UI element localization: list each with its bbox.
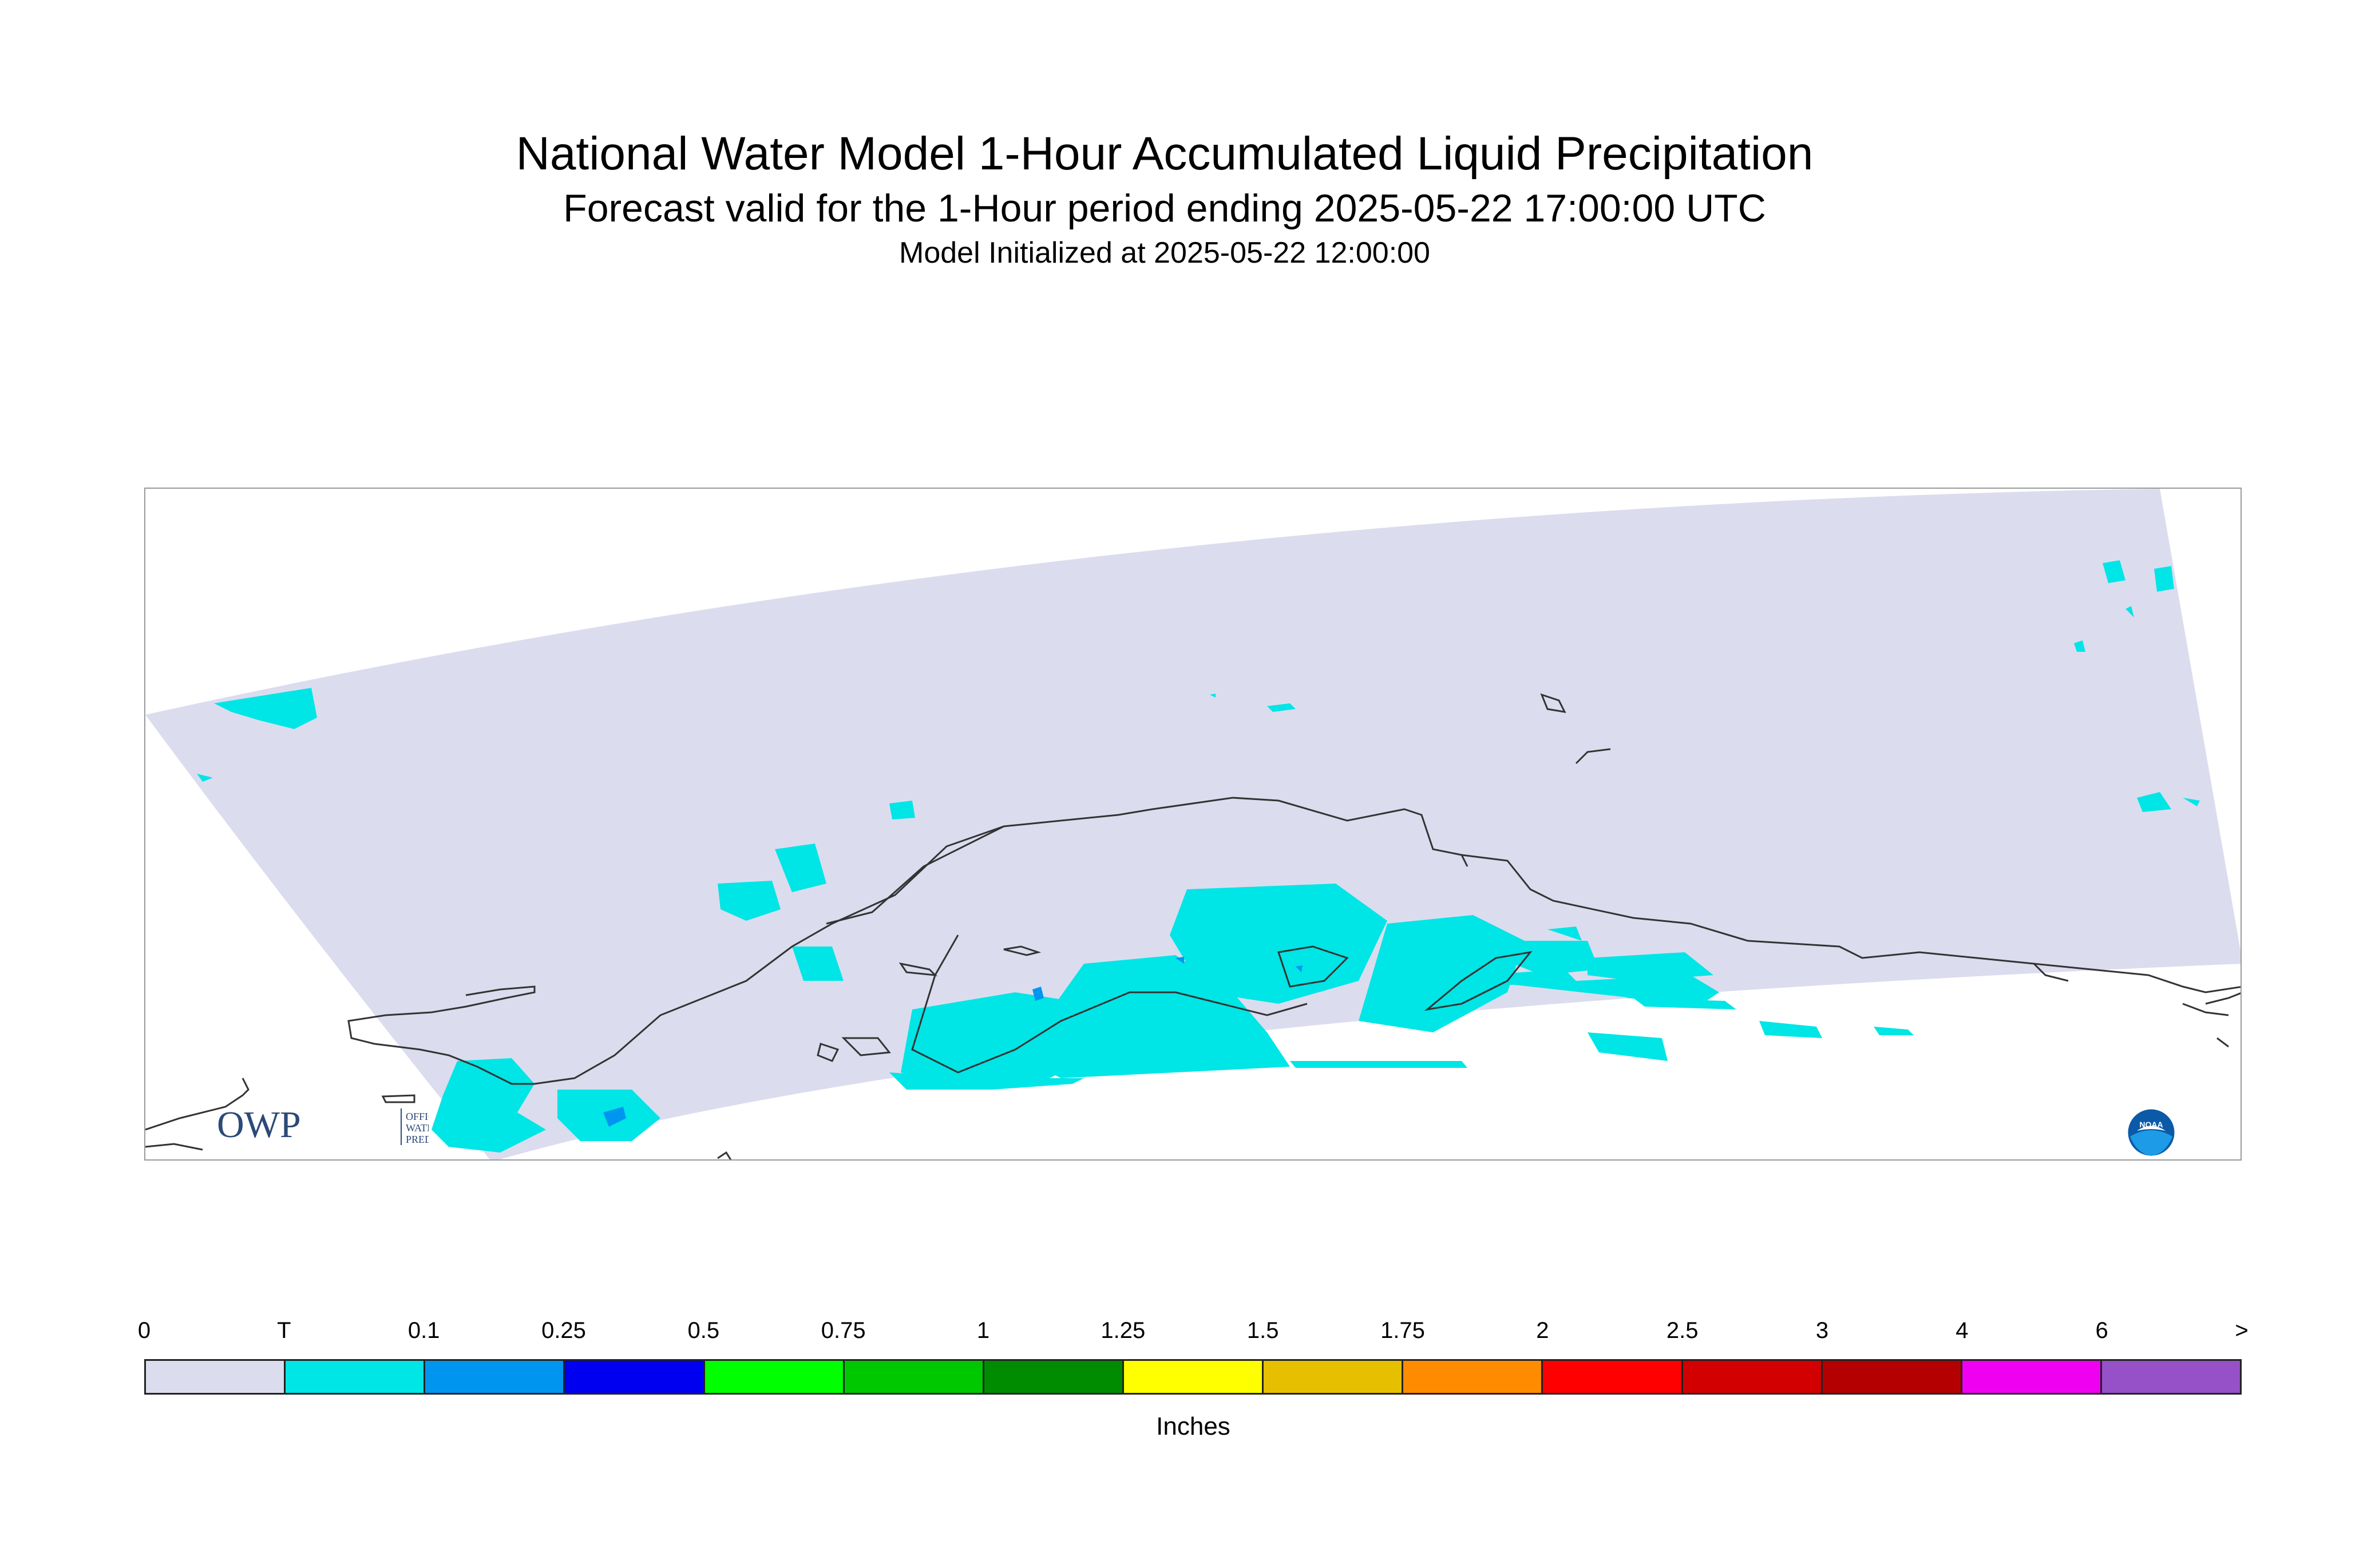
coastlines xyxy=(145,693,2241,1159)
map-title: National Water Model 1-Hour Accumulated … xyxy=(516,128,1814,180)
colorbar-bin-9 xyxy=(1403,1361,1543,1393)
colorbar-bin-14 xyxy=(2101,1361,2241,1393)
colorbar-bin-13 xyxy=(1962,1361,2102,1393)
colorbar-tick-label: > xyxy=(2235,1318,2249,1343)
svg-text:OFFICE OF: OFFICE OF xyxy=(406,1111,429,1122)
colorbar-bin-6 xyxy=(984,1361,1124,1393)
colorbar-bin-11 xyxy=(1683,1361,1823,1393)
colorbar-bin-8 xyxy=(1264,1361,1404,1393)
colorbar-bin-4 xyxy=(704,1361,845,1393)
colorbar-bin-12 xyxy=(1822,1361,1962,1393)
colorbar-tick-label: 2 xyxy=(1536,1318,1549,1343)
precip-colorbar xyxy=(144,1359,2242,1395)
precip-light-areas xyxy=(603,957,1303,1127)
colorbar-tick-label: 1.75 xyxy=(1380,1318,1425,1343)
colorbar-bin-7 xyxy=(1123,1361,1264,1393)
colorbar-tick-label: 4 xyxy=(1956,1318,1969,1343)
colorbar-bin-10 xyxy=(1543,1361,1683,1393)
precipitation-map: OWP OFFICE OF WATER PREDICTION NOAA xyxy=(144,488,2242,1161)
noaa-seal-icon: NOAA xyxy=(2126,1107,2176,1158)
owp-logo-graphic: OWP OFFICE OF WATER PREDICTION xyxy=(217,1104,429,1146)
colorbar-bin-2 xyxy=(425,1361,565,1393)
colorbar-tick-label: 1.25 xyxy=(1101,1318,1146,1343)
precip-trace-areas xyxy=(197,560,2200,1153)
colorbar-tick-label: 0.75 xyxy=(821,1318,866,1343)
colorbar-bin-3 xyxy=(565,1361,705,1393)
svg-text:NOAA: NOAA xyxy=(2139,1120,2163,1129)
svg-text:PREDICTION: PREDICTION xyxy=(406,1134,429,1145)
colorbar-tick-label: T xyxy=(277,1318,291,1343)
colorbar-bin-0 xyxy=(146,1361,286,1393)
colorbar-bin-1 xyxy=(286,1361,426,1393)
svg-text:OWP: OWP xyxy=(217,1104,301,1146)
colorbar-tick-label: 6 xyxy=(2095,1318,2108,1343)
svg-text:WATER: WATER xyxy=(406,1122,429,1134)
colorbar-bin-5 xyxy=(844,1361,984,1393)
colorbar-tick-label: 0.5 xyxy=(687,1318,720,1343)
colorbar-tick-label: 1 xyxy=(976,1318,990,1343)
map-subtitle: Forecast valid for the 1-Hour period end… xyxy=(563,187,1766,230)
colorbar-tick-label: 3 xyxy=(1815,1318,1829,1343)
colorbar-tick-label: 0.25 xyxy=(541,1318,586,1343)
model-init-text: Model Initialized at 2025-05-22 12:00:00 xyxy=(899,236,1430,270)
colorbar-units: Inches xyxy=(1156,1412,1230,1440)
map-canvas xyxy=(145,489,2241,1159)
colorbar-tick-label: 1.5 xyxy=(1246,1318,1279,1343)
colorbar-tick-label: 0.1 xyxy=(407,1318,440,1343)
colorbar-tick-label: 0 xyxy=(137,1318,151,1343)
colorbar-tick-label: 2.5 xyxy=(1666,1318,1699,1343)
